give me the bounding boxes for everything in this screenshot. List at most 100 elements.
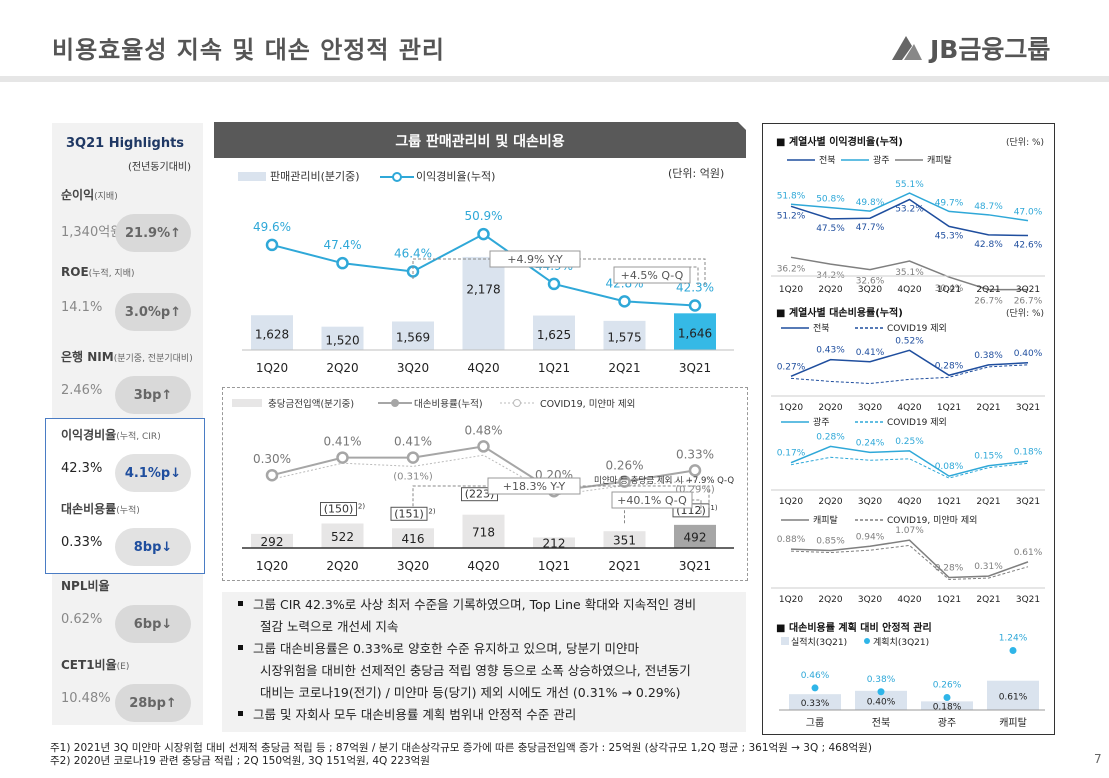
highlight-note: (지배): [94, 192, 118, 202]
sga-bar-label: 1,575: [607, 330, 641, 344]
highlight-label: 대손비용률: [61, 502, 117, 516]
x-tick-label: 2Q20: [326, 361, 358, 375]
actual-bar: [789, 694, 841, 710]
x-tick-label: 1Q20: [779, 595, 804, 605]
provision-bar-label: 492: [684, 530, 707, 544]
sga-bar: [392, 321, 434, 350]
legend-excl: COVID19, 미얀마 제외: [540, 399, 636, 410]
x-tick-label: 3Q21: [1016, 285, 1040, 295]
highlight-note: (누적, 지배): [88, 269, 135, 279]
yoy-label: +18.3% Y-Y: [503, 480, 566, 493]
plan-label: 0.26%: [933, 681, 962, 691]
plan-label: 0.46%: [801, 671, 830, 681]
x-tick-label: 2Q20: [818, 595, 843, 605]
highlight-note: (누적): [116, 506, 140, 516]
cir-label: 47.4%: [323, 238, 361, 252]
cir-affiliate-label: 32.6%: [856, 277, 885, 287]
highlight-name: NPL비율: [61, 577, 110, 594]
highlight-name: 대손비용률(누적): [61, 500, 140, 517]
x-tick-label: 1Q20: [256, 361, 288, 375]
ccr-affiliate-label: 0.24%: [856, 438, 885, 448]
covid-note-box: [320, 502, 357, 517]
highlight-value: 14.1%: [61, 300, 103, 315]
x-tick-label: 3Q21: [1016, 595, 1040, 605]
qoq-box: [611, 491, 693, 509]
x-tick-label: 1Q21: [937, 497, 961, 507]
legend-capital: 캐피탈: [927, 155, 952, 166]
x-tick-label: 4Q20: [897, 403, 922, 413]
cir-affiliate-label: 35.1%: [895, 268, 924, 278]
cir-affiliate-label: 55.1%: [895, 180, 924, 190]
highlight-value: 10.48%: [61, 691, 111, 706]
ccr-excl-line: [790, 544, 1029, 580]
cir-affiliate-label: 51.2%: [777, 211, 806, 221]
legend-sga: 판매관리비(분기중): [270, 170, 360, 183]
highlight-label: ROE: [61, 265, 89, 279]
cir-affiliate-label: 26.7%: [1014, 297, 1043, 307]
ccr-affiliate-label: 0.27%: [777, 362, 806, 372]
highlight-value: 1,340억원: [61, 225, 123, 240]
plan-category: 캐피탈: [999, 716, 1027, 729]
header-divider: [0, 76, 1109, 82]
ccr-legend-series: 캐피탈: [813, 515, 838, 526]
footnote-1: 주1) 2021년 3Q 미얀마 시장위험 대비 선제적 충당금 적립 등 ; …: [50, 742, 872, 754]
actual-label: 0.40%: [867, 697, 896, 707]
ccr-affiliate-label: 0.28%: [935, 563, 964, 573]
provision-bar: [251, 533, 293, 548]
x-tick-label: 2Q21: [608, 361, 640, 375]
highlight-note: (분기중, 전분기대비): [113, 354, 193, 364]
covid-note: (151): [394, 507, 424, 520]
covid-note-sup: 1): [710, 504, 717, 512]
excl-note: (0.31%): [393, 472, 433, 483]
x-tick-label: 1Q20: [779, 497, 804, 507]
highlight-label: NPL비율: [61, 579, 110, 593]
ccr-label: 0.26%: [605, 459, 643, 473]
cir-point: [477, 227, 490, 241]
provision-chart-frame: [222, 387, 748, 581]
provision-bar: [674, 524, 716, 548]
covid-note-sup: 2): [358, 503, 365, 511]
myanmar-note: 미얀마 등 충당금 제외 시 +7.9% Q-Q: [594, 475, 734, 486]
ccr-affiliate-label: 0.08%: [935, 462, 964, 472]
plan-category: 전북: [872, 717, 890, 729]
ccr-affiliate-label: 0.43%: [816, 346, 845, 356]
highlight-change-pill: 4.1%p↓: [115, 454, 191, 492]
provision-bar: [321, 523, 364, 548]
ccr-affiliate-line: [790, 445, 1029, 477]
bullet-2-cont-2: 대비는 코로나19(전기) / 미얀마 등(당기) 제외 시에도 개선 (0.3…: [260, 685, 681, 700]
plan-dot: [811, 684, 819, 692]
jb-logo: JB금융그룹: [890, 30, 1060, 64]
affiliate-panel: [762, 123, 1055, 735]
ccr-affiliate-label: 0.88%: [777, 535, 806, 545]
ccr-affiliate-line: [790, 539, 1029, 579]
highlights-subtitle: (전년동기대비): [128, 162, 192, 173]
x-tick-label: 3Q21: [1016, 403, 1040, 413]
x-tick-label: 3Q20: [397, 361, 429, 375]
plan-category: 그룹: [806, 717, 824, 729]
highlight-change-pill: 3.0%p↑: [115, 293, 191, 331]
ccr-affiliate-label: 0.40%: [1014, 349, 1043, 359]
cir-affiliate-label: 47.5%: [816, 224, 845, 234]
plan-category: 광주: [938, 717, 956, 729]
covid-note: (223): [465, 488, 495, 501]
cir-affiliate-label: 45.3%: [935, 231, 964, 241]
actual-label: 0.18%: [933, 703, 962, 713]
center-banner-title: 그룹 판매관리비 및 대손비용: [395, 134, 565, 150]
yoy-box: [489, 250, 581, 268]
yoy-label: +4.9% Y-Y: [507, 253, 563, 266]
ccr-legend-excl: COVID19 제외: [887, 416, 947, 428]
ccr-legend-excl: COVID19, 미얀마 제외: [887, 514, 977, 526]
plan-dot: [1009, 646, 1017, 654]
bullet-2: 그룹 대손비용률은 0.33%로 양호한 수준 유지하고 있으며, 당분기 미얀…: [238, 638, 639, 660]
x-tick-label: 1Q21: [538, 559, 570, 573]
ccr-legend-series: 전북: [813, 323, 830, 334]
provision-bar-label: 522: [331, 530, 354, 544]
highlight-name: 이익경비율(누적, CIR): [61, 426, 161, 443]
ccr-label: 0.41%: [323, 435, 361, 449]
cir-point: [688, 299, 702, 312]
cir-point: [547, 277, 561, 291]
x-tick-label: 2Q21: [976, 497, 1000, 507]
legend-ccr-swatch: [378, 399, 412, 407]
ccr-point: [618, 475, 631, 488]
x-tick-label: 1Q20: [256, 559, 288, 573]
